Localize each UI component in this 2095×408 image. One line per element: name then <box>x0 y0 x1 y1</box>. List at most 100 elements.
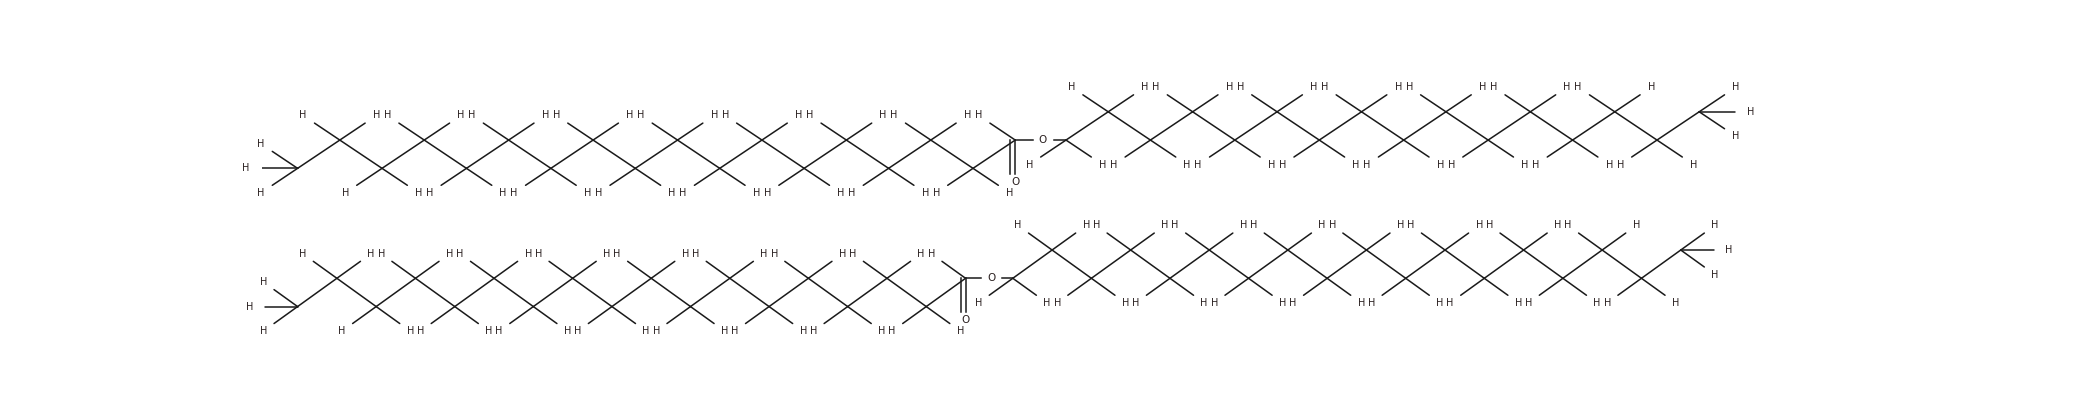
Text: H: H <box>1733 82 1739 92</box>
Text: H: H <box>654 326 660 336</box>
Text: H: H <box>415 188 423 198</box>
Text: H: H <box>838 188 844 198</box>
Text: H: H <box>794 111 802 120</box>
Text: O: O <box>1012 177 1020 187</box>
Text: H: H <box>1672 298 1680 308</box>
Text: H: H <box>838 249 846 259</box>
Text: H: H <box>524 249 532 259</box>
Text: H: H <box>1094 220 1100 231</box>
Text: O: O <box>962 315 970 325</box>
Text: H: H <box>848 188 855 198</box>
Text: H: H <box>1043 298 1052 308</box>
Text: H: H <box>457 249 463 259</box>
Text: H: H <box>1448 160 1456 170</box>
Text: H: H <box>469 111 476 120</box>
Text: H: H <box>932 188 941 198</box>
Text: H: H <box>1353 160 1360 170</box>
Text: H: H <box>721 111 729 120</box>
Text: H: H <box>974 111 983 120</box>
Text: H: H <box>1437 160 1443 170</box>
Text: H: H <box>406 326 415 336</box>
Text: H: H <box>1479 82 1485 92</box>
Text: H: H <box>341 188 350 198</box>
Text: H: H <box>1184 160 1190 170</box>
Text: H: H <box>888 326 897 336</box>
Text: H: H <box>499 188 507 198</box>
Text: H: H <box>928 249 934 259</box>
Text: H: H <box>1712 220 1718 231</box>
Text: H: H <box>1123 298 1129 308</box>
Text: H: H <box>260 277 266 287</box>
Text: H: H <box>1437 298 1443 308</box>
Text: H: H <box>1251 220 1257 231</box>
Text: H: H <box>446 249 453 259</box>
Text: H: H <box>258 188 264 198</box>
Text: H: H <box>614 249 620 259</box>
Text: H: H <box>1617 160 1624 170</box>
Text: H: H <box>1054 298 1060 308</box>
Text: H: H <box>1014 220 1022 231</box>
Text: H: H <box>1110 160 1117 170</box>
Text: H: H <box>1565 220 1571 231</box>
Text: H: H <box>1446 298 1454 308</box>
Text: H: H <box>878 326 886 336</box>
Text: H: H <box>637 111 645 120</box>
Text: H: H <box>721 326 729 336</box>
Text: H: H <box>1006 188 1014 198</box>
Text: H: H <box>974 298 983 308</box>
Text: H: H <box>373 111 379 120</box>
Text: H: H <box>486 326 492 336</box>
Text: H: H <box>1318 220 1326 231</box>
Text: H: H <box>1632 220 1640 231</box>
Text: H: H <box>300 249 306 259</box>
Text: H: H <box>1649 82 1655 92</box>
Text: H: H <box>1594 298 1601 308</box>
Text: H: H <box>1278 160 1286 170</box>
Text: H: H <box>553 111 559 120</box>
Text: H: H <box>1724 245 1733 255</box>
Text: H: H <box>1397 220 1404 231</box>
Text: H: H <box>1267 160 1276 170</box>
Text: H: H <box>918 249 924 259</box>
Text: H: H <box>1328 220 1337 231</box>
Text: H: H <box>1515 298 1523 308</box>
Text: H: H <box>564 326 572 336</box>
Text: H: H <box>752 188 760 198</box>
Text: H: H <box>880 111 886 120</box>
Text: H: H <box>1563 82 1571 92</box>
Text: O: O <box>987 273 995 283</box>
Text: H: H <box>457 111 465 120</box>
Text: H: H <box>260 326 266 336</box>
Text: H: H <box>1240 220 1247 231</box>
Text: H: H <box>643 326 649 336</box>
Text: H: H <box>603 249 610 259</box>
Text: H: H <box>800 326 807 336</box>
Text: H: H <box>300 111 306 120</box>
Text: H: H <box>710 111 719 120</box>
Text: H: H <box>1521 160 1529 170</box>
Text: H: H <box>681 249 689 259</box>
Text: H: H <box>425 188 434 198</box>
Text: H: H <box>1309 82 1318 92</box>
Text: H: H <box>1100 160 1106 170</box>
Text: H: H <box>258 139 264 149</box>
Text: H: H <box>691 249 700 259</box>
Text: H: H <box>1194 160 1203 170</box>
Text: H: H <box>367 249 375 259</box>
Text: H: H <box>337 326 346 336</box>
Text: H: H <box>1142 82 1148 92</box>
Text: H: H <box>765 188 771 198</box>
Text: H: H <box>1083 220 1089 231</box>
Text: H: H <box>668 188 677 198</box>
Text: H: H <box>771 249 777 259</box>
Text: H: H <box>1406 82 1412 92</box>
Text: H: H <box>1395 82 1402 92</box>
Text: H: H <box>1200 298 1209 308</box>
Text: H: H <box>1236 82 1244 92</box>
Text: H: H <box>1747 107 1754 117</box>
Text: H: H <box>1226 82 1234 92</box>
Text: H: H <box>1712 270 1718 279</box>
Text: H: H <box>1288 298 1297 308</box>
Text: H: H <box>1475 220 1483 231</box>
Text: O: O <box>1039 135 1048 145</box>
